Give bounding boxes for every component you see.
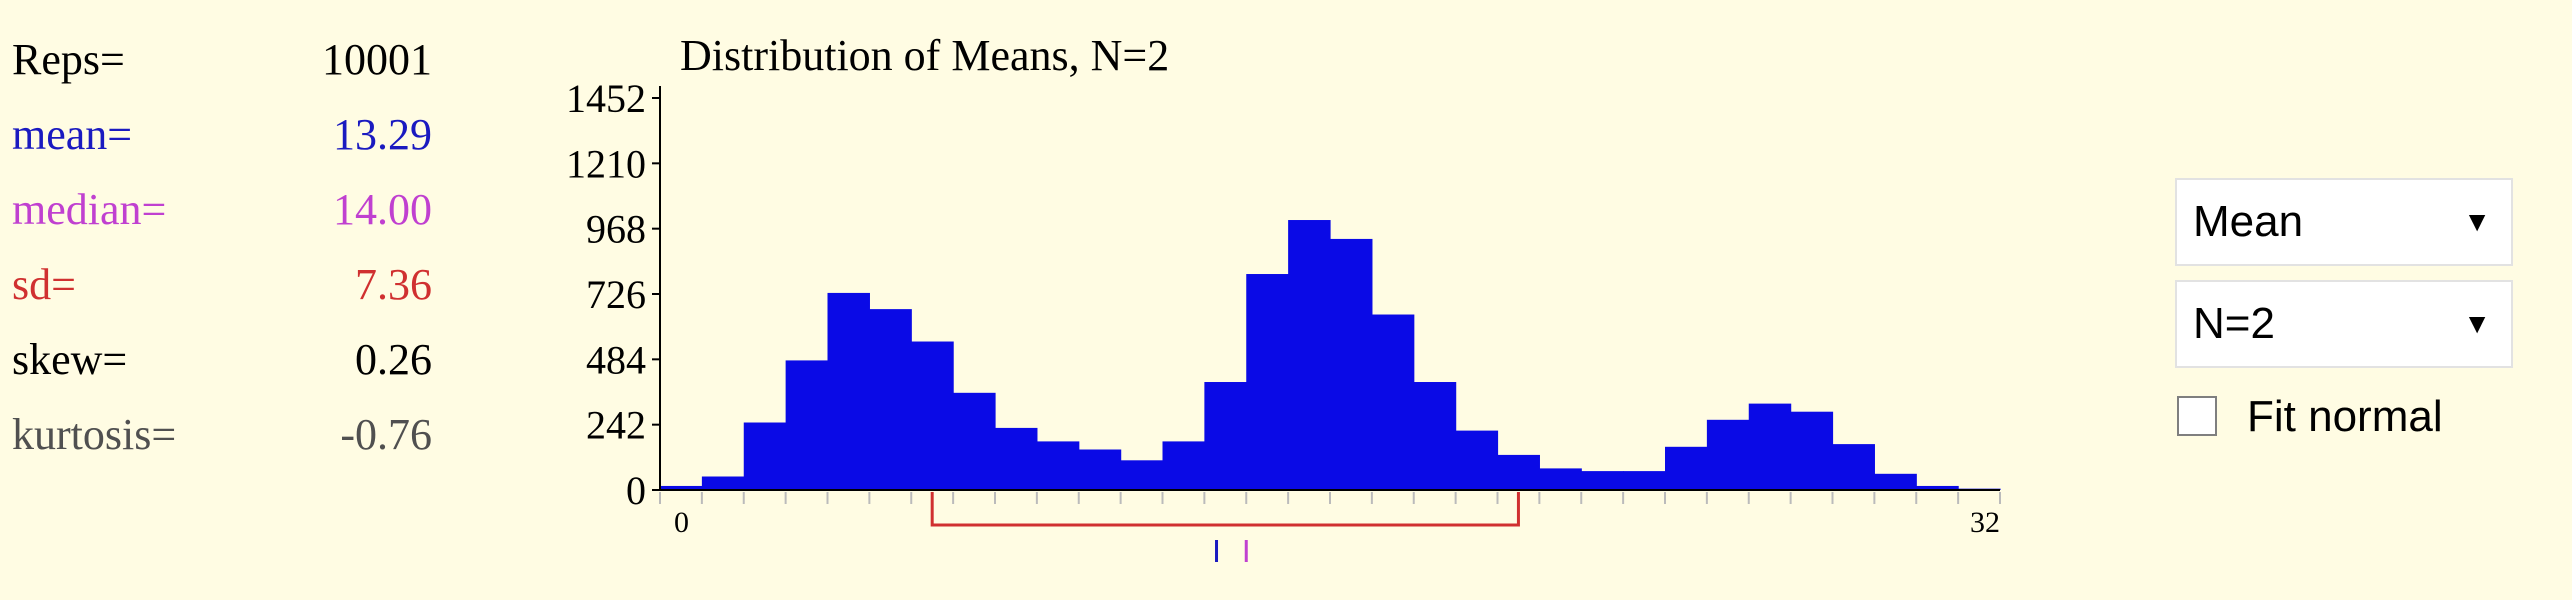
stat-label: sd= bbox=[12, 260, 76, 309]
histogram-bar bbox=[701, 476, 745, 490]
histogram-bar bbox=[1330, 238, 1373, 490]
x-tick-label: 32 bbox=[1970, 506, 2000, 539]
stat-value: 14.00 bbox=[333, 185, 432, 234]
stat-row: median= 14.00 bbox=[12, 172, 432, 247]
stat-row: kurtosis= -0.76 bbox=[12, 397, 432, 472]
histogram-bar bbox=[743, 422, 787, 490]
y-tick-label: 968 bbox=[586, 207, 646, 252]
histogram-bar bbox=[660, 485, 703, 490]
x-tick-label: 0 bbox=[674, 506, 689, 539]
y-tick-label: 0 bbox=[626, 468, 646, 513]
fit-normal-checkbox[interactable] bbox=[2177, 396, 2217, 436]
stat-value: 13.29 bbox=[333, 110, 432, 159]
stat-value: 7.36 bbox=[355, 260, 432, 309]
chevron-down-icon: ▼ bbox=[2463, 308, 2491, 339]
y-tick-label: 242 bbox=[586, 403, 646, 448]
histogram-bar bbox=[1665, 446, 1708, 490]
summary-stats: Reps= 10001 mean= 13.29 median= 14.00 sd= 7.36 s… bbox=[12, 22, 432, 472]
stat-label: skew= bbox=[12, 335, 128, 384]
y-tick-label: 1452 bbox=[566, 76, 646, 121]
histogram-bar bbox=[1120, 460, 1164, 490]
statistic-dropdown-value: Mean bbox=[2193, 197, 2304, 246]
histogram-bar bbox=[1874, 473, 1917, 490]
histogram-bar bbox=[1162, 441, 1205, 490]
fit-normal-label[interactable]: Fit normal bbox=[2247, 392, 2443, 441]
histogram-bar bbox=[1832, 444, 1875, 490]
histogram-bar bbox=[1413, 382, 1457, 490]
histogram-bar bbox=[953, 392, 996, 490]
stat-row: mean= 13.29 bbox=[12, 97, 432, 172]
sample-size-dropdown[interactable]: N=2 ▼ bbox=[2175, 280, 2513, 368]
stat-label: Reps= bbox=[12, 35, 125, 84]
histogram-bar bbox=[1078, 449, 1122, 490]
histogram-bar bbox=[827, 292, 870, 490]
stat-label: kurtosis= bbox=[12, 410, 177, 459]
histogram-bar bbox=[995, 427, 1038, 490]
histogram-bar bbox=[1288, 220, 1331, 491]
histogram-bar bbox=[1539, 468, 1582, 490]
histogram-bar bbox=[785, 360, 829, 490]
histogram-bar bbox=[1246, 274, 1289, 490]
sample-size-dropdown-value: N=2 bbox=[2193, 299, 2275, 348]
stat-value: 0.26 bbox=[355, 335, 432, 384]
statistic-dropdown[interactable]: Mean ▼ bbox=[2175, 178, 2513, 266]
y-tick-label: 1210 bbox=[566, 141, 646, 186]
stat-row: sd= 7.36 bbox=[12, 247, 432, 322]
histogram-bar bbox=[1706, 419, 1750, 490]
stat-row: Reps= 10001 bbox=[12, 22, 432, 97]
histogram-bar bbox=[1204, 382, 1247, 490]
histogram-bar bbox=[1790, 411, 1834, 490]
histogram-bar bbox=[1455, 430, 1499, 490]
histogram-bar bbox=[911, 341, 954, 490]
chart-title: Distribution of Means, N=2 bbox=[680, 31, 1169, 80]
histogram-bar bbox=[1581, 471, 1624, 490]
histogram-bar bbox=[1036, 441, 1080, 490]
histogram-bar bbox=[869, 309, 912, 490]
y-tick-label: 726 bbox=[586, 272, 646, 317]
interval-bracket bbox=[930, 492, 1520, 527]
histogram-bar bbox=[1916, 485, 1959, 490]
chevron-down-icon: ▼ bbox=[2463, 206, 2491, 237]
controls-panel: Mean ▼ N=2 ▼ Fit normal bbox=[2175, 178, 2515, 452]
y-tick-label: 484 bbox=[586, 337, 646, 382]
histogram-bar bbox=[1748, 403, 1792, 490]
stat-value: -0.76 bbox=[340, 410, 432, 459]
stat-row: skew= 0.26 bbox=[12, 322, 432, 397]
histogram-bar bbox=[1623, 471, 1666, 490]
histogram-bar bbox=[1497, 454, 1540, 490]
histogram-bar bbox=[1371, 314, 1415, 490]
stat-label: mean= bbox=[12, 110, 133, 159]
stat-value: 10001 bbox=[322, 35, 432, 84]
histogram-svg: Distribution of Means, N=2 1452 1210 968 726… bbox=[566, 31, 2001, 562]
histogram-chart: Distribution of Means, N=2 1452 1210 968 726… bbox=[500, 20, 2040, 580]
fit-normal-option: Fit normal bbox=[2175, 382, 2515, 452]
stat-label: median= bbox=[12, 185, 167, 234]
